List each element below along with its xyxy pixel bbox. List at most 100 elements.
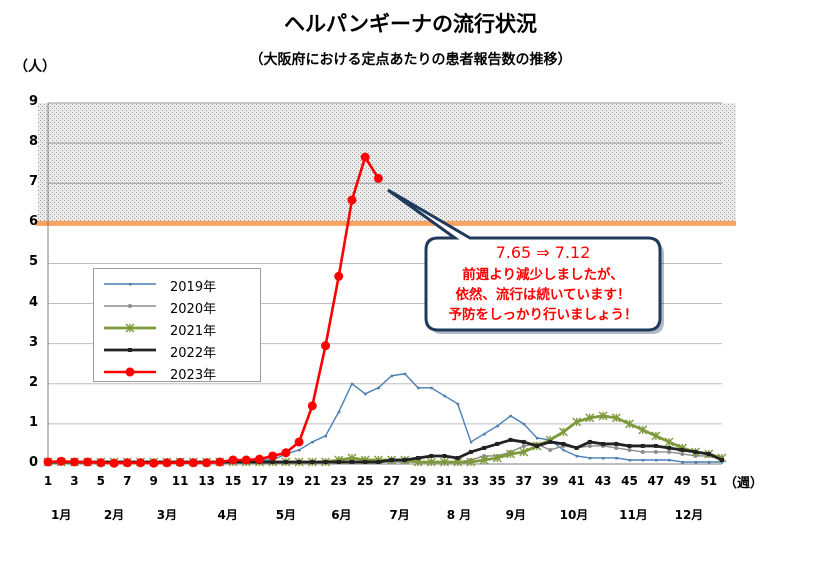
point-2022 [601, 441, 606, 446]
point-2019 [535, 436, 539, 440]
alert-zone [38, 103, 736, 224]
point-2020 [653, 449, 658, 454]
month-label: 1月 [51, 508, 72, 522]
point-2022 [270, 459, 275, 464]
point-2022 [297, 459, 302, 464]
point-2022 [627, 443, 632, 448]
callout-headline: 7.65 ⇒ 7.12 [495, 243, 591, 262]
point-2020 [521, 443, 526, 448]
point-2019 [721, 460, 724, 464]
point-2019 [469, 440, 473, 444]
callout-bubble-outline [387, 188, 662, 332]
point-2021 [439, 457, 449, 467]
point-2021 [466, 457, 476, 467]
point-2021 [572, 417, 582, 427]
point-2023 [360, 152, 370, 162]
point-2019 [337, 410, 341, 414]
point-2019 [575, 454, 579, 458]
point-2022 [534, 443, 539, 448]
point-2019 [430, 386, 433, 390]
legend-item-2019: 2019年 [100, 275, 250, 295]
point-2019 [443, 394, 446, 398]
month-label: 3月 [156, 508, 178, 522]
x-tick-label: 33 [462, 474, 480, 488]
x-tick-label: 27 [383, 474, 400, 488]
x-tick-label: 21 [303, 474, 321, 488]
point-2023 [149, 458, 159, 468]
point-2022 [574, 445, 579, 450]
point-2022 [587, 439, 592, 444]
point-2019 [417, 386, 420, 390]
legend-swatch-2019 [104, 283, 156, 286]
point-2023 [56, 456, 66, 466]
legend-swatch-2020 [104, 304, 156, 308]
point-2023 [294, 437, 304, 447]
series-line-2021 [48, 414, 723, 464]
point-2021 [492, 453, 502, 463]
point-2023 [241, 455, 251, 465]
point-2020 [548, 447, 553, 452]
point-2020 [693, 453, 698, 458]
chart-title: ヘルパンギーナの流行状況 [283, 12, 538, 36]
month-label: 9月 [505, 508, 526, 522]
y-tick-label: 1 [28, 414, 38, 430]
point-2019 [654, 458, 658, 462]
legend-marker [128, 348, 132, 352]
series-2022 [46, 437, 724, 464]
point-2022 [349, 459, 354, 464]
point-2021 [558, 427, 568, 437]
point-2023 [175, 457, 185, 467]
point-2023 [188, 458, 198, 468]
point-2019 [350, 382, 354, 386]
y-axis-unit: （人） [14, 59, 56, 75]
point-2019 [681, 460, 684, 464]
month-label: 10月 [559, 508, 589, 522]
y-tick-label: 9 [28, 94, 38, 109]
callout-line-2: 依然、流行は続いています！ [455, 287, 631, 303]
point-2023 [162, 458, 172, 468]
point-2023 [281, 448, 291, 458]
point-2023 [334, 271, 344, 281]
point-2023 [321, 341, 331, 351]
point-2023 [202, 458, 212, 468]
point-2022 [468, 449, 473, 454]
point-2021 [519, 447, 529, 457]
point-2021 [426, 457, 436, 467]
y-tick-label: 7 [28, 174, 38, 190]
legend-label: 2020年 [170, 302, 217, 317]
x-tick-label: 1 [43, 474, 53, 488]
x-tick-label: 41 [568, 474, 585, 488]
chart-subtitle: （大阪府における定点あたりの患者報告数の推移） [249, 52, 572, 68]
point-2022 [376, 459, 381, 464]
point-2022 [508, 437, 513, 442]
point-2022 [363, 459, 368, 464]
point-2022 [310, 459, 315, 464]
point-2020 [482, 453, 487, 458]
legend-swatch-2021 [104, 323, 156, 333]
x-tick-label: 23 [330, 474, 348, 488]
point-2023 [136, 458, 146, 468]
point-2021 [651, 431, 661, 441]
point-2023 [43, 457, 53, 467]
point-2019 [615, 456, 618, 460]
point-2022 [561, 441, 566, 446]
legend-label: 2021年 [170, 324, 217, 339]
point-2023 [96, 458, 106, 468]
y-tick-label: 6 [28, 214, 38, 230]
x-tick-label: 51 [700, 474, 718, 488]
legend-item-2021: 2021年 [100, 319, 250, 339]
point-2021 [585, 413, 595, 423]
point-2019 [311, 440, 314, 444]
y-tick-label: 0 [28, 455, 38, 470]
point-2021 [506, 449, 516, 459]
month-label: 11月 [619, 508, 648, 522]
point-2022 [442, 453, 447, 458]
x-tick-label: 9 [149, 474, 158, 488]
point-2023 [83, 457, 93, 467]
point-2023 [307, 401, 317, 411]
point-2022 [336, 459, 341, 464]
point-2022 [323, 459, 328, 464]
point-2022 [548, 439, 553, 444]
point-2023 [254, 454, 264, 464]
